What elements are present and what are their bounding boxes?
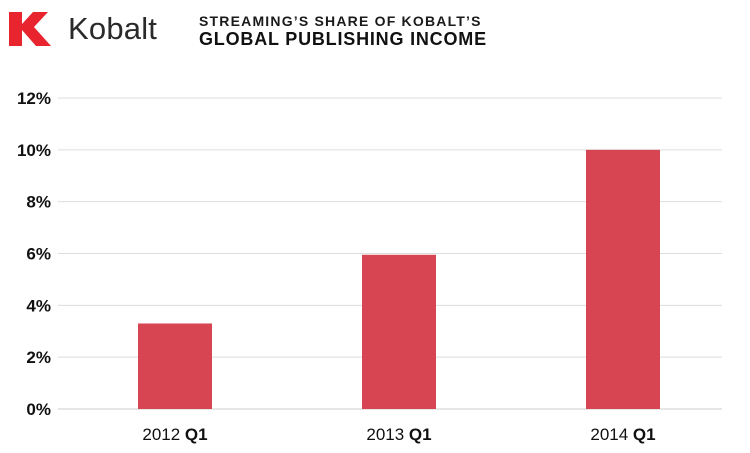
y-tick-label: 0% bbox=[26, 400, 51, 419]
bar-2014 bbox=[586, 149, 660, 410]
chart-title-line-2: GLOBAL PUBLISHING INCOME bbox=[199, 29, 487, 49]
brand-name: Kobalt bbox=[68, 11, 158, 46]
x-tick-label: 2014 Q1 bbox=[590, 425, 655, 444]
y-axis-ticks: 0% 2% 4% 6% 8% 10% 12% bbox=[17, 89, 51, 419]
bar-2012 bbox=[138, 323, 212, 409]
bar-2013 bbox=[362, 254, 436, 409]
x-tick-label: 2013 Q1 bbox=[366, 425, 431, 444]
y-tick-label: 12% bbox=[17, 89, 51, 108]
bars bbox=[138, 149, 660, 410]
chart-title-line-1: STREAMING’S SHARE OF KOBALT’S bbox=[199, 13, 482, 29]
y-tick-label: 6% bbox=[26, 245, 51, 264]
y-tick-label: 10% bbox=[17, 141, 51, 160]
chart-header: Kobalt STREAMING’S SHARE OF KOBALT’S GLO… bbox=[0, 0, 750, 60]
y-tick-label: 4% bbox=[26, 296, 51, 315]
kobalt-logo-icon bbox=[9, 12, 51, 46]
x-tick-label: 2012 Q1 bbox=[142, 425, 207, 444]
x-axis-labels: 2012 Q1 2013 Q1 2014 Q1 bbox=[142, 425, 655, 444]
y-tick-label: 2% bbox=[26, 348, 51, 367]
y-tick-label: 8% bbox=[26, 193, 51, 212]
